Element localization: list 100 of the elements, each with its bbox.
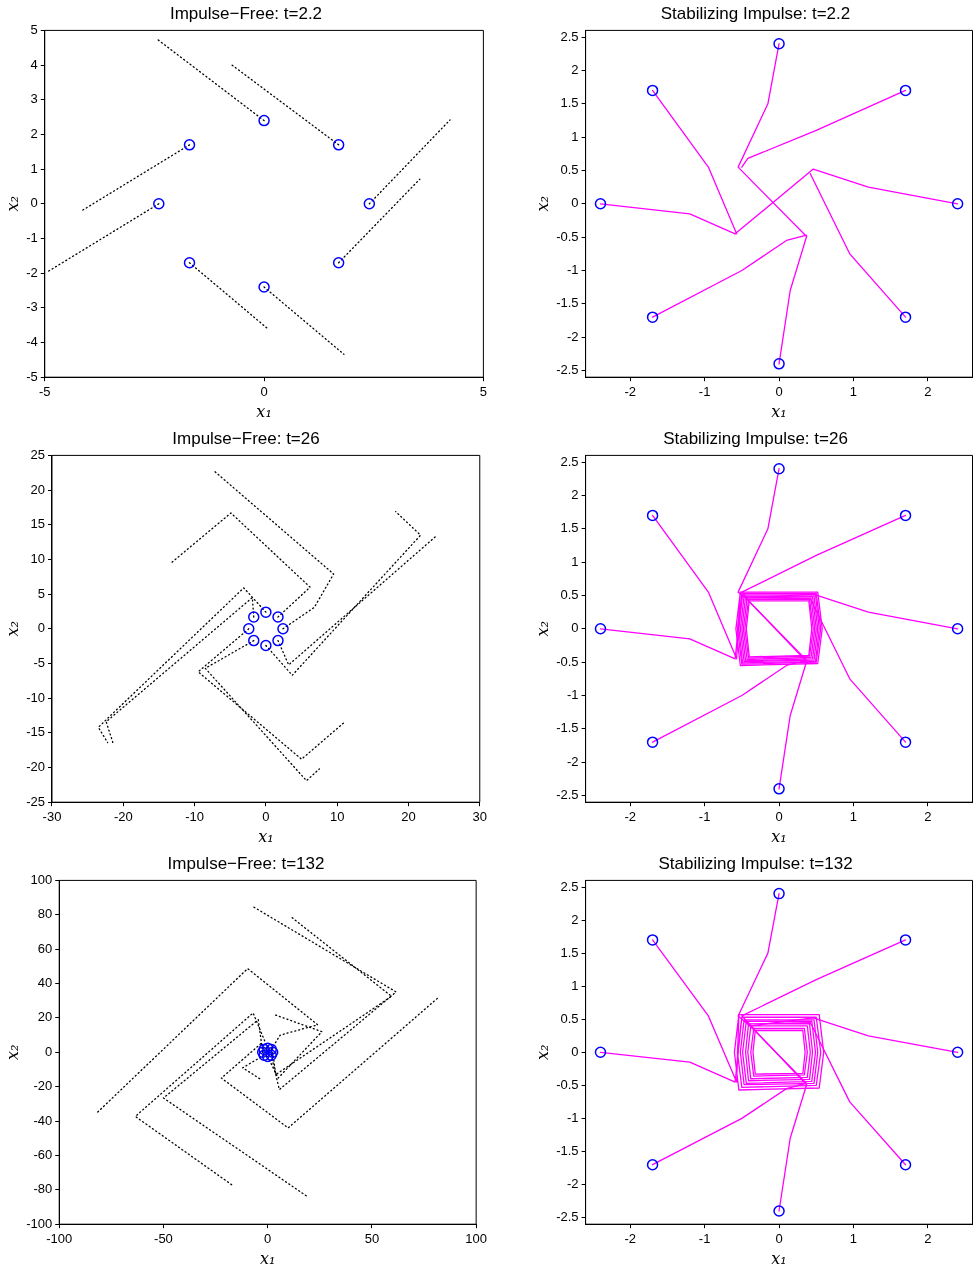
x-tick-label: 2 xyxy=(924,383,932,399)
y-tick-label: 5 xyxy=(30,21,38,37)
y-tick-label: -5 xyxy=(33,655,45,671)
y-tick-label: -100 xyxy=(26,1215,53,1231)
y-tick-label: 80 xyxy=(37,906,53,922)
y-tick-label: -25 xyxy=(26,793,45,809)
y-tick-label: 2.5 xyxy=(560,28,579,44)
y-tick-label: 10 xyxy=(30,551,45,567)
y-tick-label: 1.5 xyxy=(560,95,579,111)
y-tick-label: 40 xyxy=(37,975,53,991)
x-tick-label: 1 xyxy=(849,1230,858,1246)
x-tick-label: 2 xyxy=(924,808,932,824)
x-tick-label: 0 xyxy=(262,808,270,824)
x-tick-label: -1 xyxy=(698,1230,711,1246)
y-tick-label: 2 xyxy=(571,61,579,77)
y-tick-label: -5 xyxy=(26,368,38,384)
x-tick-label: 2 xyxy=(924,1230,932,1246)
x-axis-title: x₁ xyxy=(258,826,274,846)
y-tick-label: 0.5 xyxy=(560,587,579,603)
y-tick-label: -2 xyxy=(567,1176,579,1192)
x-tick-label: 1 xyxy=(849,383,858,399)
y-tick-label: 0 xyxy=(30,195,38,211)
y-tick-label: 15 xyxy=(30,516,45,532)
y-tick-label: -1.5 xyxy=(556,295,579,311)
chart-title: Stabilizing Impulse: t=2.2 xyxy=(660,3,851,23)
y-tick-label: -1 xyxy=(567,687,579,703)
y-tick-label: -80 xyxy=(33,1181,53,1197)
chart-title: Impulse−Free: t=26 xyxy=(172,428,320,448)
y-tick-label: -10 xyxy=(26,689,45,705)
y-tick-label: 20 xyxy=(37,1009,53,1025)
x-tick-label: 0 xyxy=(260,383,268,399)
y-tick-label: -4 xyxy=(26,334,38,350)
y-tick-label: 0 xyxy=(44,1043,53,1059)
y-tick-label: -2 xyxy=(26,264,38,280)
x-tick-label: -2 xyxy=(624,808,637,824)
x-tick-label: 100 xyxy=(465,1230,488,1246)
x-tick-label: 5 xyxy=(479,383,487,399)
y-tick-label: -1.5 xyxy=(556,720,579,736)
y-tick-label: -20 xyxy=(33,1078,53,1094)
y-axis-title: x₂ xyxy=(2,621,22,637)
y-tick-label: 100 xyxy=(30,871,53,887)
x-tick-label: -30 xyxy=(42,808,62,824)
x-tick-label: 0 xyxy=(775,808,783,824)
x-tick-label: 10 xyxy=(329,808,345,824)
x-tick-label: 20 xyxy=(401,808,416,824)
y-tick-label: -1 xyxy=(26,230,38,246)
x-tick-label: 0 xyxy=(775,383,783,399)
y-tick-label: -0.5 xyxy=(556,228,579,244)
x-tick-label: -2 xyxy=(624,383,637,399)
chart-title: Stabilizing Impulse: t=26 xyxy=(663,428,848,448)
x-tick-label: -2 xyxy=(624,1230,637,1246)
y-tick-label: -3 xyxy=(26,299,38,315)
y-tick-label: -0.5 xyxy=(556,653,579,669)
y-tick-label: -20 xyxy=(26,759,45,775)
y-tick-label: -40 xyxy=(33,1112,53,1128)
y-tick-label: 60 xyxy=(37,940,53,956)
y-axis-title: x₂ xyxy=(532,621,552,637)
y-tick-label: 2.5 xyxy=(560,453,579,469)
y-tick-label: 1 xyxy=(571,977,579,993)
x-tick-label: -1 xyxy=(698,383,711,399)
y-tick-label: 2 xyxy=(571,486,579,502)
y-axis-title: x₂ xyxy=(532,196,552,212)
y-axis-title: x₂ xyxy=(532,1044,552,1061)
x-tick-label: 0 xyxy=(264,1230,272,1246)
y-axis-title: x₂ xyxy=(2,1044,22,1061)
y-tick-label: -1.5 xyxy=(556,1143,579,1159)
y-tick-label: 1 xyxy=(30,160,38,176)
chart-title: Stabilizing Impulse: t=132 xyxy=(658,853,853,873)
y-tick-label: -15 xyxy=(26,724,45,740)
y-tick-label: 0 xyxy=(37,620,45,636)
y-tick-label: 1 xyxy=(571,128,579,144)
y-tick-label: 2 xyxy=(30,126,38,142)
chart-title: Impulse−Free: t=132 xyxy=(167,853,325,873)
y-tick-label: 0.5 xyxy=(560,1010,579,1026)
y-tick-label: 0 xyxy=(571,620,579,636)
x-axis-title: x₁ xyxy=(771,401,787,421)
y-tick-label: -2.5 xyxy=(556,1209,579,1225)
y-tick-label: 0 xyxy=(571,195,579,211)
x-axis-title: x₁ xyxy=(259,1248,276,1268)
y-tick-label: 0 xyxy=(571,1043,579,1059)
x-axis-title: x₁ xyxy=(771,1248,787,1268)
y-tick-label: -2 xyxy=(567,753,579,769)
x-tick-label: 0 xyxy=(775,1230,783,1246)
y-tick-label: 4 xyxy=(30,56,38,72)
x-tick-label: -50 xyxy=(154,1230,173,1246)
y-axis-title: x₂ xyxy=(2,196,22,212)
y-tick-label: -1 xyxy=(567,262,579,278)
x-tick-label: -20 xyxy=(113,808,133,824)
x-axis-title: x₁ xyxy=(771,826,787,846)
y-tick-label: 1 xyxy=(571,553,579,569)
y-tick-label: -2.5 xyxy=(556,787,579,803)
y-tick-label: 20 xyxy=(30,481,45,497)
x-axis-title: x₁ xyxy=(256,401,272,421)
y-tick-label: -0.5 xyxy=(556,1076,579,1092)
y-tick-label: -60 xyxy=(33,1147,53,1163)
y-tick-label: -2 xyxy=(567,328,579,344)
y-tick-label: 25 xyxy=(30,446,45,462)
chart-title: Impulse−Free: t=2.2 xyxy=(169,3,323,23)
y-tick-label: 3 xyxy=(30,91,38,107)
y-tick-label: -1 xyxy=(567,1109,579,1125)
